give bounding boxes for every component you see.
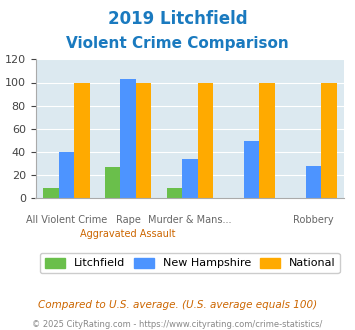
Legend: Litchfield, New Hampshire, National: Litchfield, New Hampshire, National (40, 253, 340, 273)
Bar (105, 167, 120, 198)
Bar (136, 82, 151, 198)
Text: Aggravated Assault: Aggravated Assault (80, 229, 176, 239)
Text: Robbery: Robbery (293, 215, 334, 225)
Text: Compared to U.S. average. (U.S. average equals 100): Compared to U.S. average. (U.S. average … (38, 300, 317, 310)
Text: Rape: Rape (116, 215, 141, 225)
Bar (260, 82, 275, 198)
Bar (321, 82, 337, 198)
Bar (306, 166, 321, 198)
Bar (43, 187, 59, 198)
Bar (120, 79, 136, 198)
Bar (74, 82, 89, 198)
Text: Murder & Mans...: Murder & Mans... (148, 215, 232, 225)
Text: All Violent Crime: All Violent Crime (26, 215, 107, 225)
Bar (167, 187, 182, 198)
Bar (244, 141, 260, 198)
Text: 2019 Litchfield: 2019 Litchfield (108, 10, 247, 28)
Bar (59, 152, 74, 198)
Text: Violent Crime Comparison: Violent Crime Comparison (66, 36, 289, 51)
Bar (182, 159, 198, 198)
Text: © 2025 CityRating.com - https://www.cityrating.com/crime-statistics/: © 2025 CityRating.com - https://www.city… (32, 320, 323, 329)
Bar (198, 82, 213, 198)
